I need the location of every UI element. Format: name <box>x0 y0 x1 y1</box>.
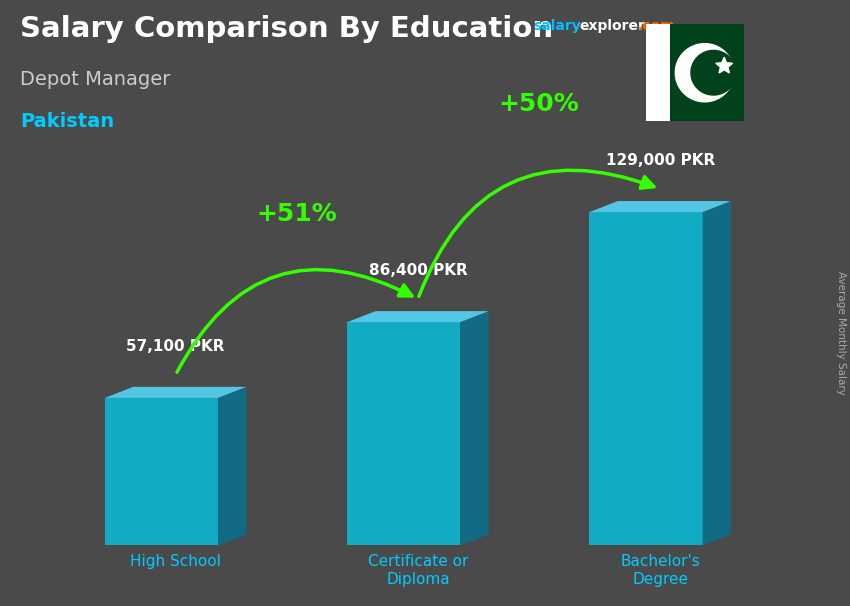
Polygon shape <box>105 398 218 545</box>
Polygon shape <box>702 201 731 545</box>
Polygon shape <box>671 24 744 121</box>
Text: Average Monthly Salary: Average Monthly Salary <box>836 271 846 395</box>
Text: salary: salary <box>533 19 581 33</box>
Polygon shape <box>461 311 489 545</box>
Polygon shape <box>716 57 733 73</box>
Text: Certificate or
Diploma: Certificate or Diploma <box>368 554 468 587</box>
Polygon shape <box>347 311 489 322</box>
Text: 57,100 PKR: 57,100 PKR <box>127 339 225 353</box>
Polygon shape <box>590 201 731 212</box>
Polygon shape <box>646 24 671 121</box>
Text: +51%: +51% <box>257 202 337 226</box>
Polygon shape <box>105 387 246 398</box>
Polygon shape <box>347 322 461 545</box>
Text: +50%: +50% <box>499 92 580 116</box>
Text: High School: High School <box>130 554 221 570</box>
Text: Depot Manager: Depot Manager <box>20 70 171 88</box>
Text: Salary Comparison By Education: Salary Comparison By Education <box>20 15 553 43</box>
Text: 129,000 PKR: 129,000 PKR <box>605 153 715 168</box>
Text: Pakistan: Pakistan <box>20 112 114 131</box>
Text: .com: .com <box>638 19 676 33</box>
Polygon shape <box>676 44 734 102</box>
Text: Bachelor's
Degree: Bachelor's Degree <box>620 554 700 587</box>
Polygon shape <box>590 212 702 545</box>
Text: 86,400 PKR: 86,400 PKR <box>369 263 468 278</box>
Polygon shape <box>691 50 736 95</box>
Text: explorer: explorer <box>580 19 646 33</box>
Polygon shape <box>218 387 246 545</box>
